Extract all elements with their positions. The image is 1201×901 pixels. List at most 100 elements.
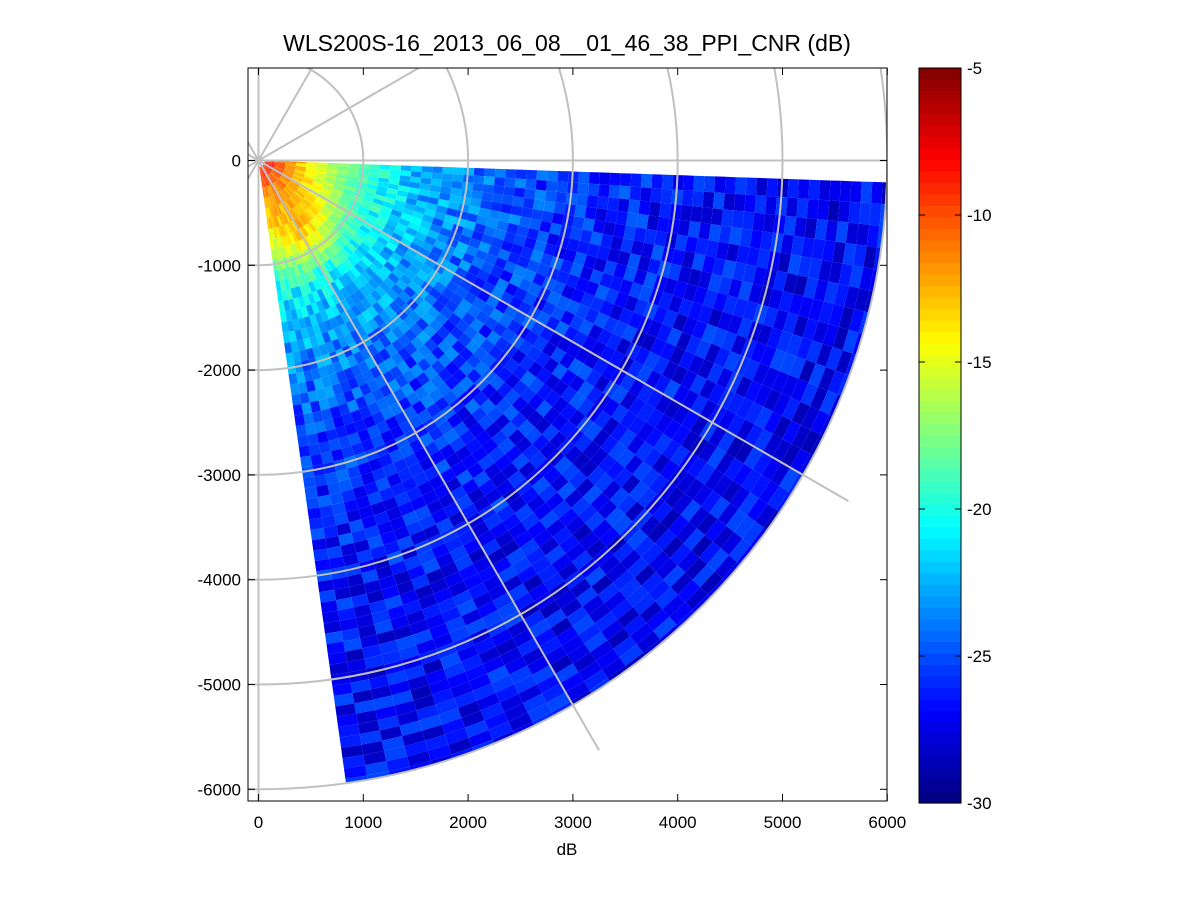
- heatmap-cell: [601, 362, 618, 381]
- heatmap-cell: [358, 167, 370, 173]
- heatmap-cell: [523, 693, 547, 713]
- heatmap-cell: [526, 259, 541, 273]
- heatmap-cell: [351, 529, 368, 543]
- heatmap-cell: [560, 598, 583, 618]
- heatmap-cell: [296, 263, 304, 275]
- heatmap-cell: [289, 255, 297, 267]
- heatmap-cell: [520, 370, 536, 387]
- heatmap-cell: [619, 373, 637, 392]
- heatmap-cell: [369, 365, 383, 379]
- heatmap-cell: [512, 628, 535, 648]
- heatmap-cell: [487, 665, 510, 684]
- heatmap-cell: [333, 208, 344, 217]
- heatmap-cell: [263, 187, 267, 198]
- heatmap-cell: [311, 184, 322, 191]
- heatmap-cell: [285, 163, 296, 166]
- heatmap-cell: [518, 461, 537, 479]
- heatmap-cell: [401, 477, 418, 492]
- heatmap-cell: [482, 656, 505, 674]
- heatmap-cell: [341, 231, 352, 242]
- heatmap-cell: [275, 162, 286, 165]
- heatmap-cell: [825, 220, 838, 242]
- colorbar-swatch: [919, 435, 961, 448]
- heatmap-cell: [296, 274, 304, 287]
- heatmap-cell: [403, 452, 419, 468]
- heatmap-cell: [704, 519, 726, 542]
- heatmap-cell: [279, 258, 286, 270]
- heatmap-cell: [379, 169, 391, 175]
- heatmap-cell: [518, 216, 532, 228]
- heatmap-cell: [543, 572, 564, 592]
- heatmap-cell: [472, 183, 484, 192]
- heatmap-cell: [330, 256, 340, 268]
- heatmap-cell: [386, 188, 398, 195]
- heatmap-cell: [484, 513, 503, 531]
- heatmap-cell: [587, 466, 606, 486]
- heatmap-cell: [714, 555, 737, 579]
- colorbar-swatch: [919, 332, 961, 345]
- heatmap-cell: [259, 166, 262, 178]
- heatmap-cell: [293, 192, 303, 202]
- heatmap-cell: [583, 254, 597, 270]
- heatmap-cell: [275, 280, 282, 292]
- heatmap-cell: [654, 413, 673, 434]
- heatmap-cell: [619, 391, 638, 411]
- heatmap-cell: [484, 422, 502, 439]
- heatmap-cell: [312, 463, 326, 477]
- heatmap-cell: [366, 305, 379, 319]
- colorbar-swatch: [919, 791, 961, 804]
- heatmap-cell: [869, 203, 882, 226]
- heatmap-cell: [569, 262, 584, 278]
- heatmap-cell: [752, 363, 770, 385]
- heatmap-cell: [768, 288, 784, 310]
- heatmap-cell: [496, 366, 513, 383]
- heatmap-cell: [526, 345, 542, 362]
- heatmap-cell: [367, 318, 380, 331]
- heatmap-cell: [268, 173, 276, 183]
- heatmap-cell: [461, 654, 483, 672]
- heatmap-cell: [459, 196, 472, 206]
- heatmap-cell: [332, 267, 343, 279]
- heatmap-cell: [559, 352, 575, 370]
- heatmap-cell: [798, 179, 810, 199]
- heatmap-cell: [410, 323, 423, 337]
- heatmap-cell: [486, 217, 499, 229]
- heatmap-cell: [551, 553, 573, 573]
- heatmap-cell: [578, 660, 602, 682]
- heatmap-cell: [636, 630, 660, 653]
- heatmap-cell: [314, 312, 324, 324]
- heatmap-cell: [832, 241, 846, 264]
- heatmap-cell: [311, 538, 327, 551]
- heatmap-cell: [488, 721, 513, 740]
- heatmap-cell: [793, 275, 808, 297]
- heatmap-cell: [325, 174, 337, 180]
- heatmap-cell: [359, 730, 382, 745]
- heatmap-cell: [593, 312, 609, 329]
- heatmap-cell: [309, 205, 320, 214]
- heatmap-cell: [608, 185, 621, 199]
- heatmap-cell: [721, 209, 734, 227]
- heatmap-cell: [474, 376, 490, 392]
- heatmap-cell: [348, 222, 360, 232]
- heatmap-cell: [675, 521, 697, 544]
- heatmap-cell: [456, 469, 473, 486]
- heatmap-cell: [313, 378, 324, 391]
- heatmap-cell: [487, 548, 507, 566]
- colorbar-swatch: [919, 297, 961, 310]
- heatmap-cell: [786, 334, 803, 357]
- heatmap-cell: [344, 563, 362, 577]
- heatmap-cell: [818, 301, 834, 324]
- heatmap-cell: [640, 515, 661, 537]
- heatmap-cell: [800, 382, 819, 406]
- heatmap-cell: [407, 280, 421, 293]
- heatmap-cell: [598, 454, 617, 474]
- heatmap-cell: [769, 349, 787, 371]
- heatmap-cell: [349, 583, 367, 598]
- heatmap-cell: [726, 393, 745, 415]
- heatmap-cell: [311, 267, 321, 280]
- heatmap-cell: [444, 333, 458, 347]
- heatmap-cell: [324, 272, 334, 284]
- heatmap-cell: [358, 505, 374, 520]
- heatmap-cell: [293, 230, 301, 242]
- heatmap-cell: [594, 284, 610, 301]
